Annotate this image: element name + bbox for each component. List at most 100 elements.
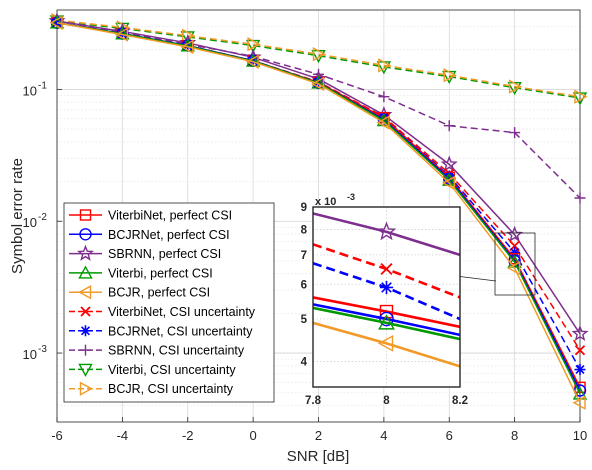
data-point (79, 209, 92, 221)
data-point (79, 381, 93, 396)
y-tick-label: 10 (23, 215, 37, 230)
legend-entry: ViterbiNet, perfect CSI (69, 209, 232, 223)
data-point (378, 91, 390, 103)
data-point (379, 311, 394, 327)
legend-label: Viterbi, CSI uncertainty (108, 363, 236, 377)
data-point (506, 225, 524, 242)
legend-label: BCJR, CSI uncertainty (108, 382, 234, 396)
x-tick-labels: -6 -4 -2 0 2 4 6 8 10 (51, 417, 587, 443)
x-tick-label: -6 (51, 428, 63, 443)
data-point (245, 54, 259, 69)
data-point (80, 344, 91, 356)
data-point (78, 265, 93, 279)
data-point (378, 58, 392, 73)
inset-series-3 (313, 212, 460, 257)
data-point (180, 39, 194, 55)
legend-label: ViterbiNet, CSI uncertainty (108, 305, 256, 319)
data-point (443, 170, 455, 182)
series-4 (49, 15, 588, 400)
inset-background (313, 207, 460, 387)
inset-frame (312, 206, 461, 388)
inset-series-line (313, 303, 460, 337)
data-point (443, 68, 457, 83)
data-point (441, 175, 455, 191)
legend-label: BCJRNet, CSI uncertainty (108, 324, 253, 338)
data-point (574, 364, 586, 376)
y-axis-label: Symbol error rate (9, 158, 26, 274)
x-tick-label: 4 (380, 428, 387, 443)
inset-y-tick-label: 4 (301, 357, 308, 369)
inset-x-tick-label: 8 (383, 395, 390, 407)
legend-entry: BCJR, perfect CSI (69, 285, 210, 300)
inset-y-tick-label: 7 (301, 250, 307, 262)
data-point (509, 127, 521, 139)
y-tick-labels: 10-310-210-1 (23, 80, 62, 362)
inset-multiplier-exponent: -3 (347, 192, 355, 202)
inset-series-2 (313, 303, 460, 337)
data-point (380, 262, 393, 276)
legend-label: BCJR, perfect CSI (108, 286, 210, 300)
legend-entry: ViterbiNet, CSI uncertainty (69, 305, 256, 319)
data-point (572, 395, 586, 410)
inset-y-tick-label: 5 (301, 314, 308, 326)
y-tick-label: 10 (23, 83, 37, 98)
x-tick-label: -4 (117, 428, 129, 443)
data-point (574, 192, 586, 204)
inset-series-group (313, 212, 460, 368)
data-point (571, 324, 589, 342)
series-5 (49, 15, 586, 410)
x-tick-label: 0 (250, 428, 257, 443)
data-point (114, 27, 129, 42)
inset-multiplier: x 10 (315, 196, 336, 208)
inset-series-line (313, 212, 460, 257)
inset-series-line (313, 306, 460, 341)
legend-label: Viterbi, perfect CSI (108, 266, 213, 280)
legend-entry: SBRNN, CSI uncertainty (69, 344, 245, 358)
legend-label: SBRNN, perfect CSI (108, 247, 221, 261)
inset-x-tick-label: 7.8 (305, 395, 322, 407)
data-point (80, 325, 91, 337)
y-tick-exponent: -1 (38, 80, 47, 91)
y-tick-exponent: -3 (38, 344, 47, 355)
data-point (49, 15, 65, 29)
inset-series-line (313, 321, 460, 368)
inset-y-tick-label: 8 (301, 224, 308, 236)
data-point (379, 280, 394, 295)
x-tick-label: 6 (446, 428, 453, 443)
data-point (78, 285, 92, 300)
data-point (79, 228, 92, 241)
inset-series-line (313, 296, 460, 329)
data-point (574, 89, 588, 104)
legend-entry: BCJR, CSI uncertainty (69, 381, 234, 396)
legend-entry: Viterbi, perfect CSI (69, 265, 213, 280)
series-line (56, 22, 581, 404)
series-line (56, 22, 581, 395)
legend: ViterbiNet, perfect CSI BCJRNet, perfect … (63, 202, 275, 403)
data-point (508, 79, 523, 94)
legend-entry: SBRNN, perfect CSI (69, 244, 221, 261)
legend-entry: BCJRNet, CSI uncertainty (69, 324, 253, 338)
legend-entry: BCJRNet, perfect CSI (69, 228, 230, 242)
data-point (51, 17, 63, 29)
x-tick-label: -2 (182, 428, 194, 443)
inset-x-tick-label: 8.2 (452, 395, 468, 407)
legend-label: BCJRNet, perfect CSI (108, 228, 230, 242)
data-point (440, 155, 458, 172)
series-line (56, 19, 581, 98)
x-tick-label: 8 (511, 428, 518, 443)
data-point (376, 115, 390, 130)
zoom-region-box (494, 232, 536, 296)
inset-axes: 7.8 8 8.2 4 5 6 7 8 9 x 10 -3 (301, 192, 468, 407)
legend-label: ViterbiNet, perfect CSI (108, 209, 232, 223)
data-point (78, 363, 93, 377)
data-point (379, 304, 394, 319)
series-line (56, 20, 581, 99)
data-point (76, 244, 95, 261)
main-series-group (48, 12, 589, 410)
data-point (378, 314, 395, 330)
x-axis-label: SNR [dB] (287, 448, 350, 465)
inset-series-6 (313, 243, 460, 299)
data-point (80, 306, 91, 317)
inset-series-1 (313, 296, 460, 329)
